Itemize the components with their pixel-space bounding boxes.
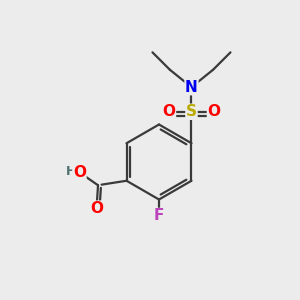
Text: H: H — [66, 165, 76, 178]
Text: O: O — [208, 104, 220, 119]
Text: F: F — [154, 208, 164, 224]
Text: N: N — [185, 80, 198, 95]
Text: O: O — [90, 201, 103, 216]
Text: S: S — [186, 104, 197, 119]
Text: O: O — [163, 104, 176, 119]
Text: O: O — [73, 165, 86, 180]
